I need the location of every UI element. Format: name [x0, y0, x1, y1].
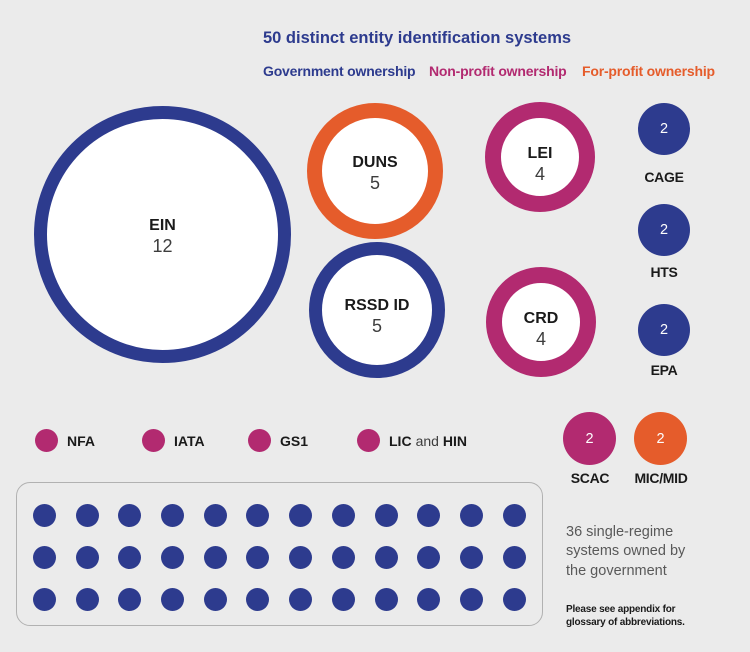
- bubble-duns-text: DUNS 5: [352, 148, 397, 195]
- government-grid-dot: [75, 546, 99, 569]
- government-grid-dot: [459, 546, 483, 569]
- iata-dot-icon: [142, 429, 165, 452]
- footnote: Please see appendix for glossary of abbr…: [566, 604, 685, 628]
- government-grid-dot: [459, 588, 483, 611]
- government-grid-dot: [374, 546, 398, 569]
- bubble-mic-mid-value: 2: [656, 430, 665, 447]
- bubble-epa-value: 2: [659, 322, 669, 338]
- bubble-ein-value: 12: [152, 236, 173, 256]
- bubble-scac-label: SCAC: [570, 470, 610, 486]
- legend-non-profit-ownership: Non-profit ownership: [429, 63, 567, 79]
- government-grid-dot: [417, 504, 441, 527]
- government-grid-dot: [374, 504, 398, 527]
- government-grid-dot: [246, 504, 270, 527]
- bubble-rssd-id-label: RSSD ID: [344, 297, 410, 314]
- government-grid-dot: [203, 504, 227, 527]
- dot-item-nfa: NFA: [35, 429, 95, 452]
- legend-government-ownership: Government ownership: [263, 63, 416, 79]
- government-grid-dot: [75, 588, 99, 611]
- government-grid-dot: [203, 546, 227, 569]
- nfa-dot-icon: [35, 429, 58, 452]
- government-grid-dot: [417, 588, 441, 611]
- government-grid-dot: [161, 546, 185, 569]
- government-grid-dot: [289, 588, 313, 611]
- dot-item-iata: IATA: [142, 429, 205, 452]
- bubble-ein-text: EIN 12: [149, 211, 176, 258]
- government-grid-dot: [502, 546, 526, 569]
- bubble-lei-value: 4: [534, 164, 545, 184]
- government-grid-dot: [33, 546, 56, 569]
- government-grid-dot: [118, 588, 142, 611]
- bubble-lei-label: LEI: [527, 145, 553, 162]
- government-grid-dot: [118, 504, 142, 527]
- bubble-lei: LEI 4: [485, 102, 595, 212]
- dot-item-gs1: GS1: [248, 429, 308, 452]
- government-grid-dot: [331, 504, 355, 527]
- lic-hin-dot-icon: [357, 429, 380, 452]
- bubble-ein: EIN 12: [34, 106, 291, 363]
- bubble-duns-value: 5: [369, 172, 380, 193]
- bubble-duns: DUNS 5: [307, 103, 443, 239]
- bubble-crd-value: 4: [535, 329, 546, 349]
- government-grid-dot: [459, 504, 483, 527]
- bubble-hts-value: 2: [659, 222, 669, 238]
- government-grid-dot: [33, 504, 56, 527]
- bubble-hts: 2: [638, 204, 690, 256]
- bubble-crd: CRD 4: [486, 267, 596, 377]
- legend-for-profit-ownership: For-profit ownership: [582, 63, 715, 79]
- bubble-rssd-id-value: 5: [371, 316, 382, 336]
- government-dot-grid: [33, 504, 542, 611]
- government-grid-dot: [161, 504, 185, 527]
- bubble-mic-mid-label: MIC/MID: [634, 470, 688, 486]
- government-grid-dot: [246, 588, 270, 611]
- page-title: 50 distinct entity identification system…: [263, 29, 572, 47]
- government-grid-dot: [417, 546, 441, 569]
- bubble-cage: 2: [638, 103, 690, 155]
- dot-item-iata-label: IATA: [174, 432, 205, 449]
- dot-item-lic-hin-label: LIC and HIN: [389, 432, 468, 449]
- government-grid-box: [16, 482, 543, 626]
- government-grid-dot: [289, 504, 313, 527]
- dot-item-lic-hin: LIC and HIN: [357, 429, 467, 452]
- bubble-lei-text: LEI 4: [528, 128, 553, 186]
- bubble-rssd-id-text: RSSD ID 5: [345, 282, 410, 338]
- bubble-crd-text: CRD 4: [524, 293, 559, 351]
- government-grid-dot: [203, 588, 227, 611]
- government-grid-dot: [75, 504, 99, 527]
- bubble-duns-label: DUNS: [352, 153, 398, 171]
- bubble-mic-mid: 2: [634, 412, 687, 465]
- government-grid-dot: [33, 588, 56, 611]
- bubble-rssd-id: RSSD ID 5: [309, 242, 445, 378]
- government-grid-dot: [289, 546, 313, 569]
- bubble-cage-value: 2: [659, 121, 669, 137]
- bubble-cage-label: CAGE: [644, 169, 684, 185]
- bubble-epa-label: EPA: [650, 362, 678, 378]
- bubble-epa: 2: [638, 304, 690, 356]
- government-grid-dot: [502, 504, 526, 527]
- government-grid-dot: [502, 588, 526, 611]
- government-grid-dot: [374, 588, 398, 611]
- bubble-scac-value: 2: [585, 430, 594, 447]
- bubble-ein-label: EIN: [149, 217, 176, 234]
- government-grid-dot: [331, 546, 355, 569]
- dot-item-gs1-label: GS1: [280, 432, 309, 449]
- dot-item-nfa-label: NFA: [67, 432, 95, 449]
- grid-caption: 36 single-regime systems owned by the go…: [566, 524, 686, 579]
- bubble-scac: 2: [563, 412, 616, 465]
- bubble-crd-label: CRD: [523, 310, 559, 327]
- gs1-dot-icon: [248, 429, 271, 452]
- bubble-hts-label: HTS: [650, 264, 678, 280]
- government-grid-dot: [118, 546, 142, 569]
- government-grid-dot: [331, 588, 355, 611]
- government-grid-dot: [246, 546, 270, 569]
- government-grid-dot: [161, 588, 185, 611]
